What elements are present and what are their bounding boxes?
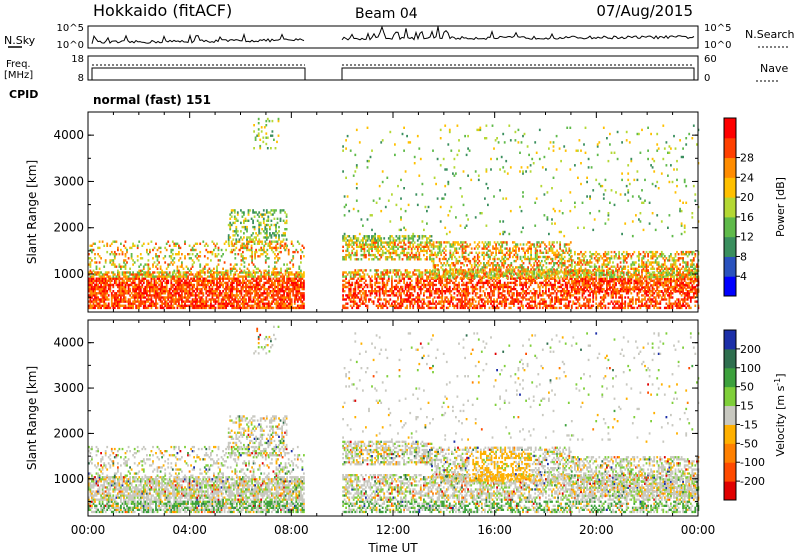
- y-tick-label: 1000: [53, 267, 84, 281]
- colorbar-label: Velocity [m s-1]: [773, 373, 787, 456]
- x-tick-label: 00:00: [681, 523, 716, 537]
- velocity-panel: 1000 2000 3000 4000 Slant Range [km] 200 100 50…: [25, 320, 787, 516]
- colorbar-tick-label: 28: [740, 152, 754, 165]
- station-title: Hokkaido (fitACF): [93, 1, 232, 20]
- y-tick-label: 2000: [53, 426, 84, 440]
- y-tick-label: 3000: [53, 174, 84, 188]
- y-tick-label: 1000: [53, 472, 84, 486]
- nsky-label: N.Sky: [4, 34, 36, 47]
- colorbar-tick-label: 16: [740, 211, 754, 224]
- nave-tick-top: 60: [704, 54, 717, 65]
- cpid-value: normal (fast) 151: [93, 93, 211, 107]
- colorbar-tick-label: -15: [740, 418, 758, 431]
- colorbar-tick-label: -200: [740, 475, 765, 488]
- freq-tick-top: 18: [71, 54, 84, 65]
- x-axis-label: Time UT: [367, 541, 418, 554]
- y-tick-label: 3000: [53, 381, 84, 395]
- velocity-cells: [88, 326, 699, 513]
- summary-plot: Hokkaido (fitACF) Beam 04 07/Aug/2015 N.…: [0, 0, 800, 554]
- y-axis-label: Slant Range [km]: [25, 160, 39, 264]
- nsky-trace: [92, 27, 694, 44]
- y-tick-label: 2000: [53, 221, 84, 235]
- nave-label: Nave: [760, 62, 788, 75]
- x-tick-label: 08:00: [274, 523, 309, 537]
- x-tick-label: 20:00: [579, 523, 614, 537]
- x-tick-label: 00:00: [71, 523, 106, 537]
- colorbar: 4 8 12 16 20 24 28 Power [dB]: [724, 118, 787, 297]
- colorbar-tick-label: 8: [740, 250, 747, 263]
- freq-label-1: Freq.: [6, 59, 31, 70]
- power-panel: 1000 2000 3000 4000 Slant Range [km] 4 8 12 16 20…: [25, 112, 787, 312]
- colorbar-tick-label: 24: [740, 171, 754, 184]
- nave-tick-bottom: 0: [704, 73, 710, 84]
- colorbar-tick-label: 12: [740, 231, 754, 244]
- x-tick-label: 04:00: [172, 523, 207, 537]
- x-tick-label: 12:00: [376, 523, 411, 537]
- colorbar-tick-label: -100: [740, 456, 765, 469]
- colorbar-tick-label: 4: [740, 270, 747, 283]
- cpid-label: CPID: [9, 88, 38, 101]
- x-tick-labels: 00:00 04:00 08:00 12:00 16:00 20:00 00:00: [71, 523, 716, 537]
- nsky-tick-bottom: 10^0: [57, 40, 84, 51]
- x-tick-label: 16:00: [477, 523, 512, 537]
- beam-title: Beam 04: [355, 6, 418, 22]
- nsearch-tick-top: 10^5: [704, 23, 731, 34]
- y-tick-label: 4000: [53, 128, 84, 142]
- freq-tick-bottom: 8: [78, 73, 84, 84]
- colorbar-label: Power [dB]: [774, 177, 787, 237]
- y-tick-label: 4000: [53, 336, 84, 350]
- colorbar-tick-label: 50: [740, 381, 754, 394]
- freq-trace: [92, 68, 694, 80]
- nsearch-label: N.Search: [745, 28, 795, 41]
- y-axis-label: Slant Range [km]: [25, 366, 39, 470]
- colorbar-tick-label: 15: [740, 400, 754, 413]
- nsky-tick-top: 10^5: [57, 23, 84, 34]
- colorbar: 200 100 50 15 -15 -50 -100 -200 Velocity [m s-1]: [724, 330, 787, 501]
- colorbar-tick-label: 200: [740, 343, 761, 356]
- colorbar-tick-label: 100: [740, 362, 761, 375]
- power-cells: [88, 118, 699, 309]
- colorbar-tick-label: -50: [740, 437, 758, 450]
- colorbar-tick-label: 20: [740, 191, 754, 204]
- nsearch-tick-bottom: 10^0: [704, 40, 731, 51]
- date-title: 07/Aug/2015: [596, 2, 693, 20]
- freq-label-2: [MHz]: [4, 70, 33, 81]
